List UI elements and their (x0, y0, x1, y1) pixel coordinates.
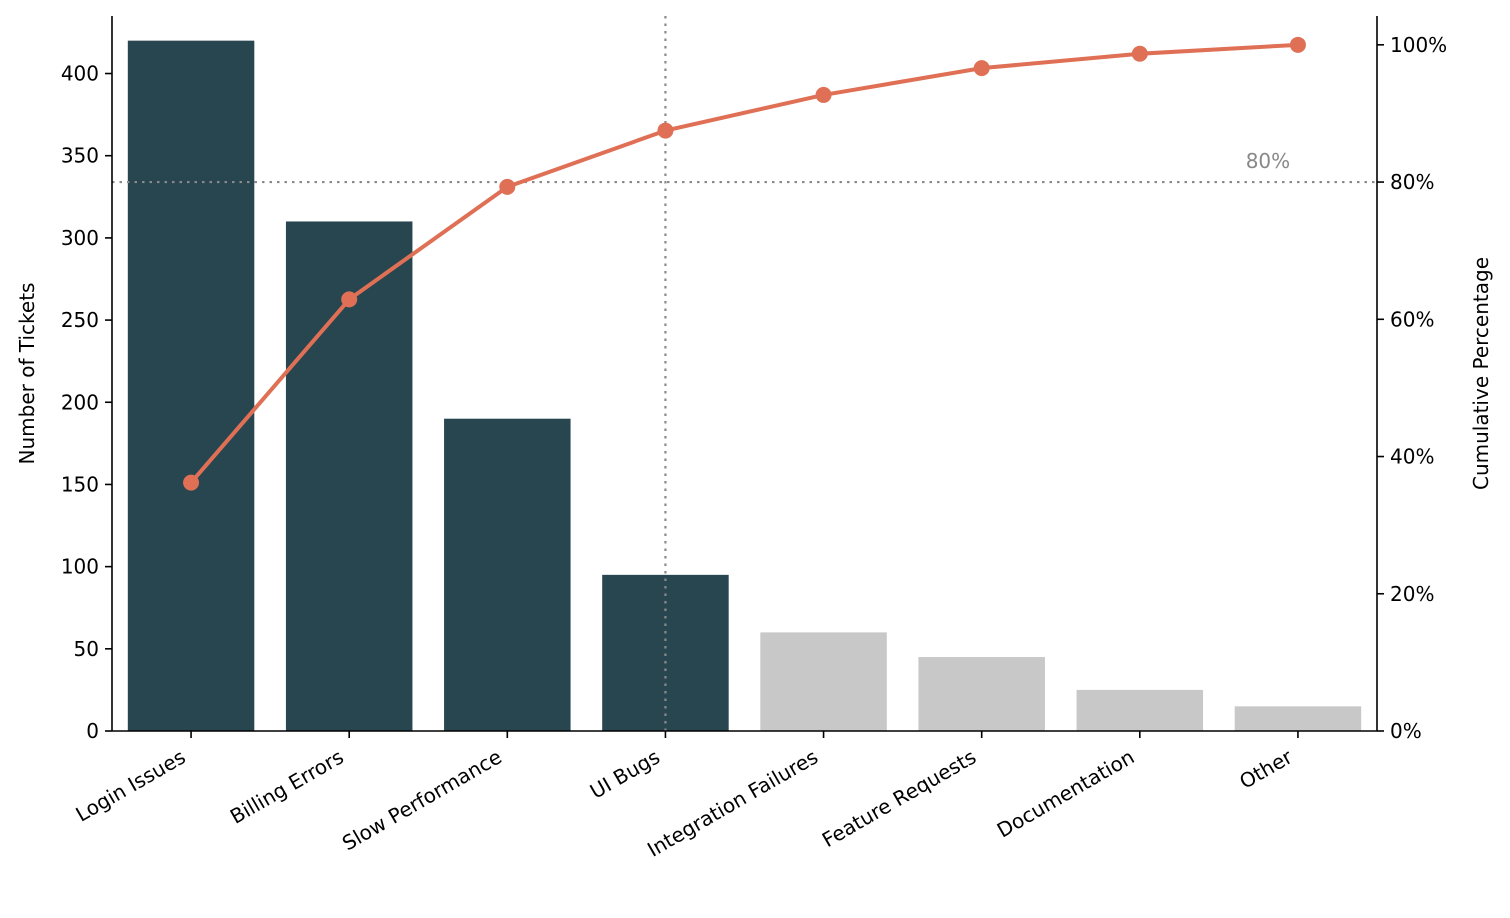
x-tick-label: Slow Performance (338, 745, 506, 856)
y-tick-label-right: 60% (1390, 307, 1434, 331)
x-tick-label: Documentation (993, 745, 1139, 843)
y-tick-label-left: 50 (74, 637, 99, 661)
y-tick-label-left: 200 (61, 390, 99, 414)
cumulative-line (189, 42, 1299, 484)
bar-4 (760, 632, 887, 731)
cumulative-point-5 (973, 60, 990, 77)
bar-0 (127, 40, 255, 732)
x-tick-label: Billing Errors (226, 745, 348, 829)
y-tick-label-left: 100 (61, 555, 99, 579)
bars-group (127, 40, 1362, 732)
y-axis-title-left: Number of Tickets (15, 283, 39, 465)
y-tick-label-left: 150 (61, 472, 99, 496)
y-tick-label-right: 80% (1390, 170, 1434, 194)
y-tick-label-left: 400 (61, 62, 99, 86)
y-tick-label-right: 40% (1390, 445, 1434, 469)
reference-label: 80% (1246, 149, 1290, 173)
y-tick-label-right: 100% (1390, 33, 1447, 57)
axes-group: 0 50 100 150 200 250 300 350 400 0% 20% 40% 60% 80% 10… (61, 16, 1447, 862)
bar-5 (918, 657, 1045, 731)
y-tick-label-left: 300 (61, 226, 99, 250)
y-tick-label-left: 350 (61, 144, 99, 168)
cumulative-point-6 (1131, 45, 1148, 62)
cumulative-point-4 (815, 86, 832, 103)
x-tick-label: Integration Failures (643, 745, 822, 862)
y-tick-label-left: 0 (86, 719, 99, 743)
bar-2 (444, 418, 571, 731)
y-axis-title-right: Cumulative Percentage (1469, 257, 1493, 490)
x-tick-label: Feature Requests (818, 745, 980, 853)
cumulative-point-7 (1289, 36, 1306, 53)
bar-7 (1234, 706, 1362, 731)
y-tick-label-right: 20% (1390, 582, 1434, 606)
y-tick-label-right: 0% (1390, 719, 1422, 743)
reference-lines (112, 16, 1377, 731)
cumulative-point-3 (657, 122, 674, 139)
y-tick-label-left: 250 (61, 308, 99, 332)
cumulative-point-1 (341, 291, 358, 308)
x-tick-label: Login Issues (72, 745, 190, 827)
bar-3 (602, 574, 729, 731)
cumulative-point-0 (183, 474, 200, 491)
x-tick-label: UI Bugs (586, 745, 664, 804)
cumulative-point-2 (499, 178, 516, 195)
cumulative-line-group (183, 36, 1306, 491)
x-tick-label: Other (1235, 744, 1297, 794)
bar-6 (1076, 689, 1204, 731)
